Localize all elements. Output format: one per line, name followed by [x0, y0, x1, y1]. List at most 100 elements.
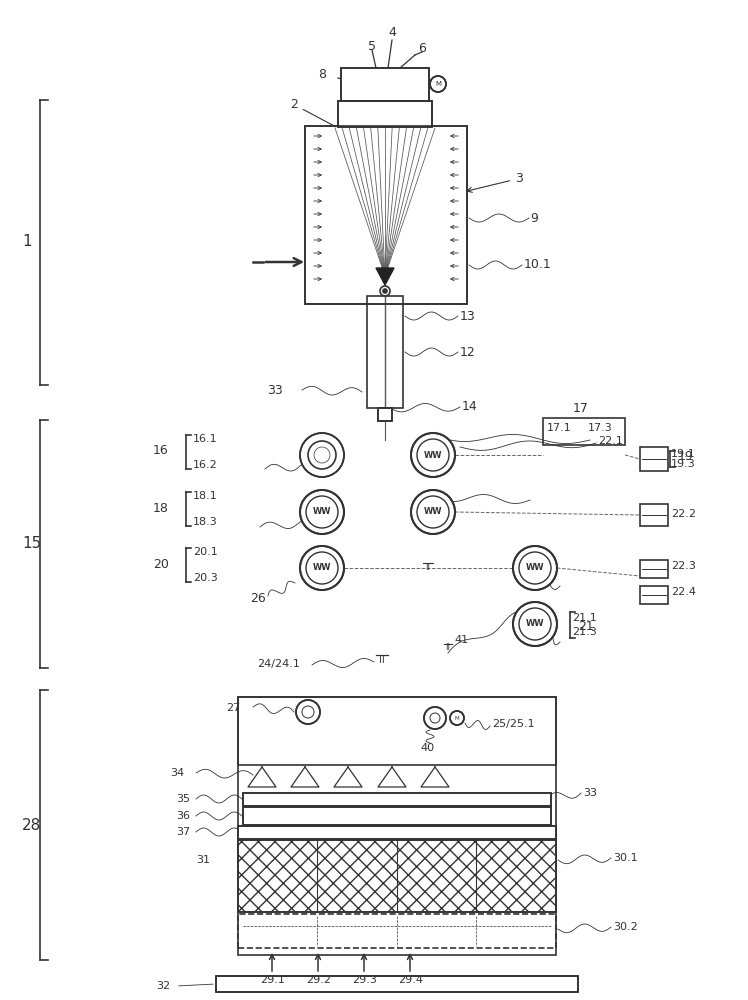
Text: 18.3: 18.3: [193, 517, 218, 527]
Circle shape: [300, 433, 344, 477]
Text: 19: 19: [678, 450, 693, 464]
Text: 17: 17: [573, 402, 589, 416]
Text: 26: 26: [250, 591, 266, 604]
Text: 9: 9: [530, 212, 538, 225]
Bar: [243, 793, 551, 806]
Text: 22.3: 22.3: [671, 561, 696, 571]
Bar: [238, 840, 556, 912]
Text: 21.3: 21.3: [572, 627, 597, 637]
Text: 33: 33: [583, 788, 597, 798]
Text: 18.1: 18.1: [193, 491, 218, 501]
Text: 15: 15: [22, 536, 41, 552]
Bar: [238, 914, 556, 948]
Text: 19.3: 19.3: [671, 459, 696, 469]
Text: 25/25.1: 25/25.1: [492, 719, 535, 729]
Text: 16.2: 16.2: [193, 460, 218, 470]
Bar: [238, 840, 556, 912]
Bar: [238, 826, 556, 839]
Text: 27: 27: [226, 703, 240, 713]
Bar: [341, 68, 429, 101]
Text: II: II: [379, 655, 385, 665]
Text: 2: 2: [290, 98, 336, 127]
Bar: [640, 586, 668, 604]
Text: 22.4: 22.4: [671, 587, 696, 597]
Bar: [305, 126, 467, 304]
Bar: [338, 101, 432, 127]
Polygon shape: [376, 268, 394, 285]
Text: 29.1: 29.1: [260, 975, 285, 985]
Text: 17.3: 17.3: [588, 423, 613, 433]
Text: 29.4: 29.4: [398, 975, 423, 985]
Circle shape: [424, 707, 446, 729]
Bar: [640, 504, 668, 526]
Bar: [543, 418, 625, 445]
Bar: [640, 447, 668, 471]
Bar: [305, 126, 467, 304]
Text: WW: WW: [313, 564, 331, 572]
Circle shape: [300, 490, 344, 534]
Text: 22.2: 22.2: [671, 509, 696, 519]
Bar: [243, 807, 551, 825]
Bar: [216, 976, 578, 992]
Text: 30.1: 30.1: [613, 853, 637, 863]
Bar: [243, 807, 551, 825]
Text: 35: 35: [176, 794, 190, 804]
Text: 6: 6: [418, 41, 426, 54]
Text: 41: 41: [454, 635, 468, 645]
Text: WW: WW: [424, 450, 442, 460]
Text: 19.1: 19.1: [671, 449, 696, 459]
Text: 17.1: 17.1: [547, 423, 571, 433]
Bar: [338, 101, 432, 127]
Text: WW: WW: [526, 619, 545, 629]
Text: 36: 36: [176, 811, 190, 821]
Text: 16.1: 16.1: [193, 434, 218, 444]
Circle shape: [296, 700, 320, 724]
Text: 8: 8: [318, 68, 326, 81]
Text: 40: 40: [420, 743, 434, 753]
Text: 33: 33: [267, 383, 283, 396]
Circle shape: [411, 490, 455, 534]
Circle shape: [383, 289, 387, 293]
Text: M: M: [455, 716, 459, 720]
Circle shape: [430, 76, 446, 92]
Bar: [640, 560, 668, 578]
Text: 34: 34: [170, 768, 184, 778]
Circle shape: [513, 602, 557, 646]
Circle shape: [513, 546, 557, 590]
Text: 31: 31: [196, 855, 210, 865]
Circle shape: [411, 433, 455, 477]
Circle shape: [300, 546, 344, 590]
Text: 29.2: 29.2: [306, 975, 331, 985]
Text: M: M: [435, 81, 441, 87]
Circle shape: [450, 711, 464, 725]
Bar: [243, 793, 551, 806]
Text: 28: 28: [22, 818, 41, 832]
Text: WW: WW: [313, 508, 331, 516]
Text: 16: 16: [153, 444, 169, 458]
Text: WW: WW: [526, 564, 545, 572]
Text: 20.1: 20.1: [193, 547, 218, 557]
Text: 18: 18: [153, 502, 169, 514]
Text: 29.3: 29.3: [352, 975, 377, 985]
Bar: [238, 826, 556, 839]
Bar: [238, 697, 556, 955]
Bar: [367, 296, 403, 408]
Bar: [341, 68, 429, 101]
Text: 21: 21: [578, 620, 594, 634]
Text: 32: 32: [156, 981, 170, 991]
Text: 20.3: 20.3: [193, 573, 218, 583]
Text: 4: 4: [388, 26, 396, 39]
Text: 10.1: 10.1: [524, 258, 552, 271]
Text: 14: 14: [462, 400, 478, 414]
Text: 22.1: 22.1: [598, 436, 623, 446]
Text: II: II: [446, 644, 450, 652]
Text: 1: 1: [22, 234, 31, 249]
Bar: [378, 408, 392, 421]
Text: 30.2: 30.2: [613, 922, 638, 932]
Bar: [378, 408, 392, 421]
Text: 21.1: 21.1: [572, 613, 597, 623]
Bar: [216, 976, 578, 992]
Text: 24/24.1: 24/24.1: [257, 659, 300, 669]
Text: 37: 37: [176, 827, 190, 837]
Text: WW: WW: [424, 508, 442, 516]
